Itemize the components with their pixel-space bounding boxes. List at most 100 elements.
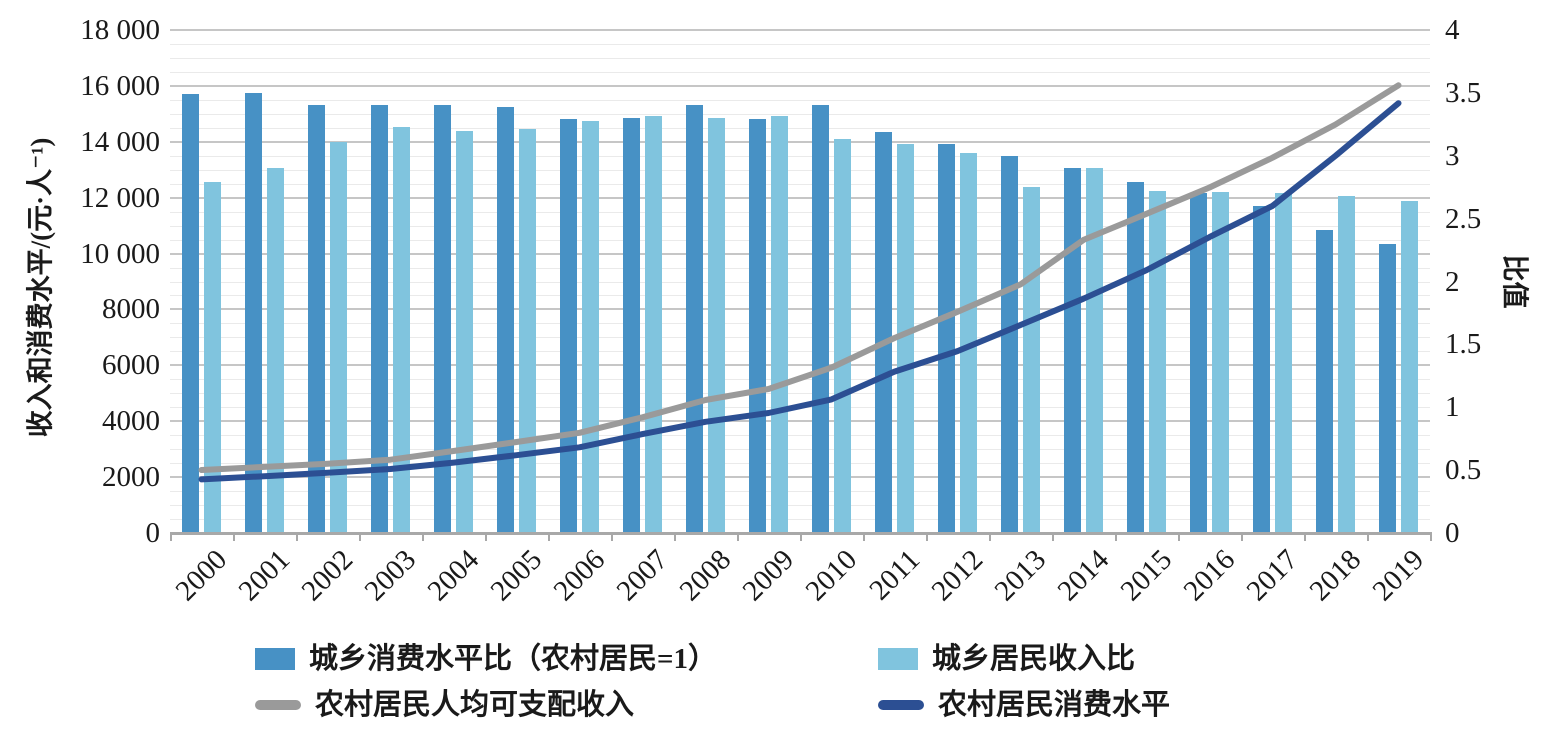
x-axis-tick-label: 2016 (1177, 543, 1241, 608)
y-axis-tick-label-left: 0 (145, 517, 161, 549)
bar-income-ratio (1149, 190, 1166, 533)
gridline-minor (170, 491, 1430, 493)
gridline-minor (170, 337, 1430, 339)
bar-consumption-ratio (1190, 193, 1207, 533)
y-axis-tick-label-right: 0.5 (1445, 454, 1482, 487)
gridline-major (170, 308, 1430, 311)
x-axis-tick-label: 2009 (736, 543, 800, 608)
legend-swatch-disposable-income-line (255, 700, 301, 710)
gridline-minor (170, 323, 1430, 325)
bar-income-ratio (519, 129, 536, 533)
gridline-minor (170, 71, 1430, 73)
bar-income-ratio (1086, 168, 1103, 533)
x-axis-tick-label: 2019 (1366, 543, 1430, 608)
y-axis-tick-label-right: 2 (1445, 265, 1460, 298)
x-axis-tick-label: 2004 (421, 543, 485, 608)
x-axis-tick-label: 2012 (925, 543, 989, 608)
bar-income-ratio (1401, 201, 1418, 533)
right-axis-title: 比值 (1499, 254, 1530, 309)
gridline-minor (170, 393, 1430, 395)
y-axis-tick-label-left: 12 000 (80, 181, 160, 214)
x-axis-tick-mark (422, 535, 424, 541)
y-axis-tick-label-left: 4000 (102, 405, 160, 438)
y-axis-tick-label-left: 14 000 (80, 125, 160, 158)
gridline-major (170, 196, 1430, 199)
bar-income-ratio (897, 144, 914, 533)
x-axis-tick-mark (1430, 535, 1432, 541)
y-axis-tick-label-right: 2.5 (1445, 202, 1482, 235)
bar-consumption-ratio (308, 105, 325, 533)
bar-consumption-ratio (1379, 243, 1396, 533)
x-axis-line (170, 532, 1432, 535)
legend-label: 农村居民人均可支配收入 (315, 688, 635, 721)
gridline-minor (170, 435, 1430, 437)
legend-item-rural-disposable-income: 农村居民人均可支配收入 (255, 690, 634, 720)
gridline-minor (170, 57, 1430, 59)
y-axis-tick-label-right: 3 (1445, 139, 1460, 172)
gridline-minor (170, 351, 1430, 353)
y-axis-tick-label-right: 0 (1445, 517, 1460, 549)
x-axis-tick-mark (674, 535, 676, 541)
gridline-minor (170, 519, 1430, 521)
legend-swatch-consumption-ratio-bar (255, 648, 295, 670)
plot-area (170, 29, 1430, 533)
x-axis-tick-mark (800, 535, 802, 541)
legend-item-consumption-ratio: 城乡消费水平比（农村居民=1） (255, 644, 717, 674)
x-axis-tick-label: 2014 (1051, 543, 1115, 608)
x-axis-tick-label: 2003 (358, 543, 422, 608)
y-axis-tick-label-left: 8000 (102, 293, 160, 326)
bar-consumption-ratio (1316, 229, 1333, 533)
bar-income-ratio (267, 168, 284, 533)
x-axis-tick-mark (1052, 535, 1054, 541)
x-axis-tick-mark (1115, 535, 1117, 541)
legend-label: 城乡消费水平比（农村居民=1） (309, 642, 718, 675)
bar-consumption-ratio (749, 119, 766, 533)
bar-income-ratio (1338, 196, 1355, 533)
y-axis-tick-label-right: 4 (1445, 14, 1460, 46)
bar-consumption-ratio (875, 131, 892, 533)
y-axis-tick-label-right: 1 (1445, 391, 1460, 424)
bar-income-ratio (834, 139, 851, 533)
x-axis-tick-mark (1304, 535, 1306, 541)
bar-consumption-ratio (1253, 206, 1270, 533)
x-axis-tick-mark (1178, 535, 1180, 541)
gridline-major (170, 420, 1430, 423)
gridline-minor (170, 463, 1430, 465)
x-axis-tick-label: 2013 (988, 543, 1052, 608)
x-axis-tick-label: 2006 (547, 543, 611, 608)
gridline-minor (170, 113, 1430, 115)
x-axis-tick-label: 2005 (484, 543, 548, 608)
y-axis-tick-label-left: 16 000 (80, 69, 160, 102)
gridline-minor (170, 99, 1430, 101)
bar-consumption-ratio (245, 92, 262, 533)
x-axis-tick-mark (170, 535, 172, 541)
bar-income-ratio (1212, 192, 1229, 533)
bar-consumption-ratio (371, 105, 388, 533)
bar-consumption-ratio (812, 105, 829, 533)
bar-income-ratio (960, 153, 977, 533)
bar-income-ratio (330, 141, 347, 533)
gridline-major (170, 476, 1430, 479)
bar-income-ratio (456, 130, 473, 533)
x-axis-tick-mark (989, 535, 991, 541)
legend-swatch-consumption-level-line (878, 700, 924, 710)
line-rural-consumption-level (198, 100, 1402, 483)
bar-consumption-ratio (1064, 168, 1081, 533)
y-axis-tick-label-left: 10 000 (80, 237, 160, 270)
x-axis-tick-mark (926, 535, 928, 541)
x-axis-tick-label: 2010 (799, 543, 863, 608)
legend-item-rural-consumption-level: 农村居民消费水平 (878, 690, 1170, 720)
line-rural-disposable-income (198, 82, 1402, 473)
bar-consumption-ratio (497, 106, 514, 533)
y-axis-tick-label-left: 6000 (102, 349, 160, 382)
gridline-major (170, 364, 1430, 367)
bar-consumption-ratio (1001, 155, 1018, 533)
gridline-minor (170, 43, 1430, 45)
bar-income-ratio (204, 182, 221, 533)
bar-income-ratio (771, 115, 788, 533)
x-axis-tick-mark (1367, 535, 1369, 541)
x-axis-tick-label: 2011 (862, 543, 926, 607)
gridline-minor (170, 183, 1430, 185)
x-axis-tick-mark (233, 535, 235, 541)
